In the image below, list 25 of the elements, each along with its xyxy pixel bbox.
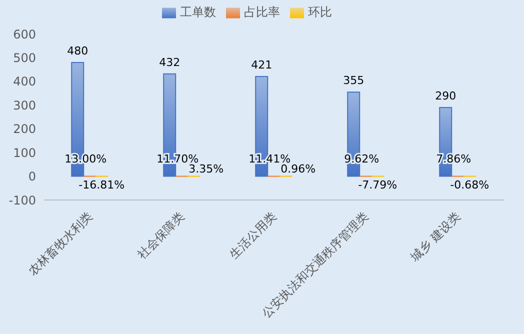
data-label: 421 bbox=[251, 58, 272, 72]
data-label: 3.35% bbox=[188, 162, 224, 176]
y-tick-label: -100 bbox=[8, 193, 36, 208]
legend-label: 工单数 bbox=[180, 5, 216, 19]
data-label: 290 bbox=[435, 90, 456, 103]
y-tick-label: 600 bbox=[13, 27, 36, 42]
y-tick-label: 500 bbox=[13, 50, 36, 65]
y-tick-label: 400 bbox=[13, 74, 36, 89]
x-tick-label: 农林畜牧水利类 bbox=[26, 209, 95, 278]
data-label: -16.81% bbox=[78, 178, 125, 192]
y-tick-label: 300 bbox=[13, 98, 36, 112]
legend-label: 占比率 bbox=[244, 5, 280, 19]
data-label: 432 bbox=[159, 56, 180, 69]
data-label: 480 bbox=[67, 44, 88, 58]
x-tick-label: 社会保障类 bbox=[134, 209, 187, 262]
data-label: 0.96% bbox=[280, 162, 316, 176]
legend-label: 环比 bbox=[308, 5, 332, 19]
x-tick-label: 城乡 建设类 bbox=[407, 209, 463, 265]
y-tick-label: 0 bbox=[28, 170, 36, 184]
data-label: 355 bbox=[343, 74, 364, 88]
y-tick-label: 200 bbox=[13, 122, 36, 136]
y-tick-label: 100 bbox=[13, 146, 36, 160]
data-label: -7.79% bbox=[358, 178, 398, 192]
x-tick-label: 生活公用类 bbox=[226, 209, 279, 262]
data-label: -0.68% bbox=[450, 178, 490, 192]
